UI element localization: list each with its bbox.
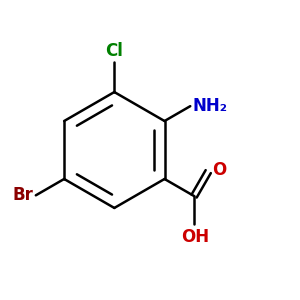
Text: Cl: Cl (105, 42, 123, 60)
Text: NH₂: NH₂ (193, 97, 228, 115)
Text: OH: OH (182, 228, 210, 246)
Text: Br: Br (13, 186, 33, 204)
Text: O: O (212, 161, 226, 179)
